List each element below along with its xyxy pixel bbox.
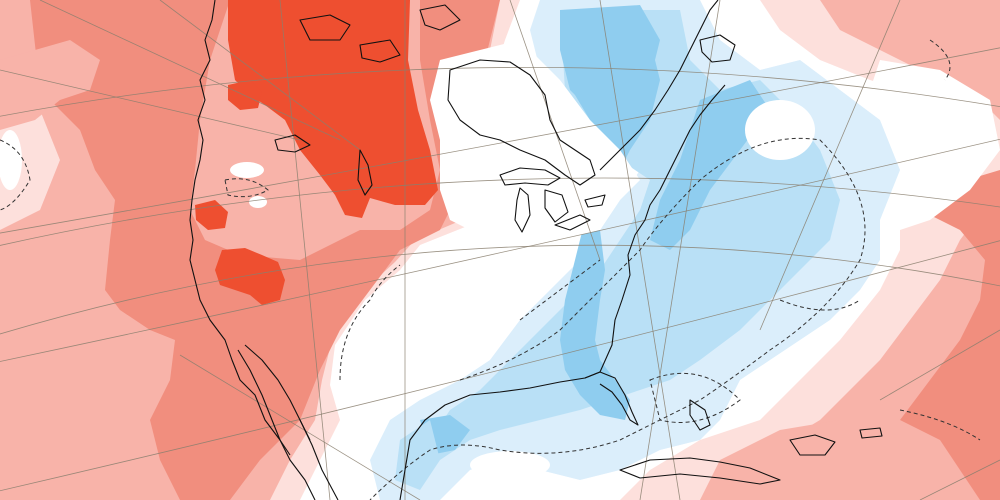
puerto-rico-coastline	[859, 427, 883, 439]
lake-winnipeg	[357, 149, 373, 196]
warm-region-white-atlantic-hole	[860, 60, 1000, 230]
contour-line	[929, 39, 951, 81]
mexico-west-coast	[299, 419, 339, 500]
parallel-line	[0, 244, 1000, 335]
great-slave-lake	[274, 134, 311, 153]
lake-ontario	[584, 194, 606, 208]
meridian-line	[919, 459, 1000, 500]
baja-coastline	[237, 349, 291, 456]
lake-michigan	[514, 187, 531, 233]
neutral-hole-gulf	[470, 451, 550, 479]
cuba-coastline	[619, 457, 781, 485]
warm-anomaly-layer	[0, 0, 520, 500]
labrador-coastline	[599, 0, 719, 171]
meridian-line	[759, 0, 901, 331]
warm-core-nevada	[215, 248, 285, 305]
warm-region-medium-atlantic	[700, 0, 1000, 500]
meridian-line	[639, 0, 721, 500]
coastlines	[189, 0, 883, 500]
lake-superior	[499, 167, 561, 186]
parallel-line	[0, 47, 1000, 234]
meridian-line	[279, 0, 331, 500]
warm-region-salmon-atlantic	[820, 170, 1000, 500]
neutral-region-hudson	[430, 40, 640, 240]
arctic-island-coastline	[419, 4, 461, 31]
contour-line	[369, 137, 866, 500]
warm-core-bc	[228, 80, 262, 110]
neutral-hole-rockies-1	[230, 162, 264, 178]
hispaniola-coastline	[789, 434, 836, 456]
arctic-island-coastline	[299, 14, 351, 41]
newfoundland-coastline	[699, 34, 736, 63]
contour-line	[649, 372, 741, 423]
contour-line	[0, 139, 31, 211]
warm-core-canada	[228, 0, 438, 218]
gulf-coastline	[399, 371, 601, 500]
warm-region-pacific-band	[0, 40, 100, 130]
florida-coastline	[584, 371, 639, 426]
pacific-coastline	[189, 0, 316, 500]
arctic-island-coastline	[359, 39, 401, 63]
contour-line	[339, 264, 401, 381]
hudson-bay-coastline	[447, 59, 596, 186]
lake-huron	[544, 189, 569, 223]
parallel-line	[0, 138, 1000, 362]
warm-region-salmon-west	[30, 0, 500, 500]
meridian-line	[179, 354, 421, 500]
dashed-contours	[0, 39, 981, 500]
contour-line	[224, 178, 269, 198]
contour-line	[779, 299, 861, 311]
contour-line	[899, 409, 981, 441]
cool-core-atlantic-plume	[650, 80, 770, 250]
lake-erie	[554, 214, 591, 231]
cool-core-texas	[395, 420, 440, 490]
atlantic-coastline	[599, 84, 726, 373]
cool-core-quebec	[560, 5, 660, 110]
neutral-hole-rockies-2	[249, 196, 267, 208]
bahamas-coastline	[689, 399, 711, 431]
neutral-hole-atlantic	[745, 100, 815, 160]
warm-anomaly-atlantic	[620, 0, 1000, 500]
parallel-line	[0, 177, 1000, 246]
parallel-line	[0, 66, 1000, 117]
meridian-line	[0, 69, 301, 141]
meridian-line	[879, 329, 1000, 401]
parallel-line	[0, 240, 1000, 492]
warm-region-caribbean	[700, 420, 980, 500]
cool-core-southeast	[560, 25, 660, 420]
meridian-line	[39, 0, 341, 141]
contour-line	[519, 259, 601, 321]
meridian-line	[159, 0, 361, 151]
neutral-hole-pacific	[0, 130, 22, 190]
